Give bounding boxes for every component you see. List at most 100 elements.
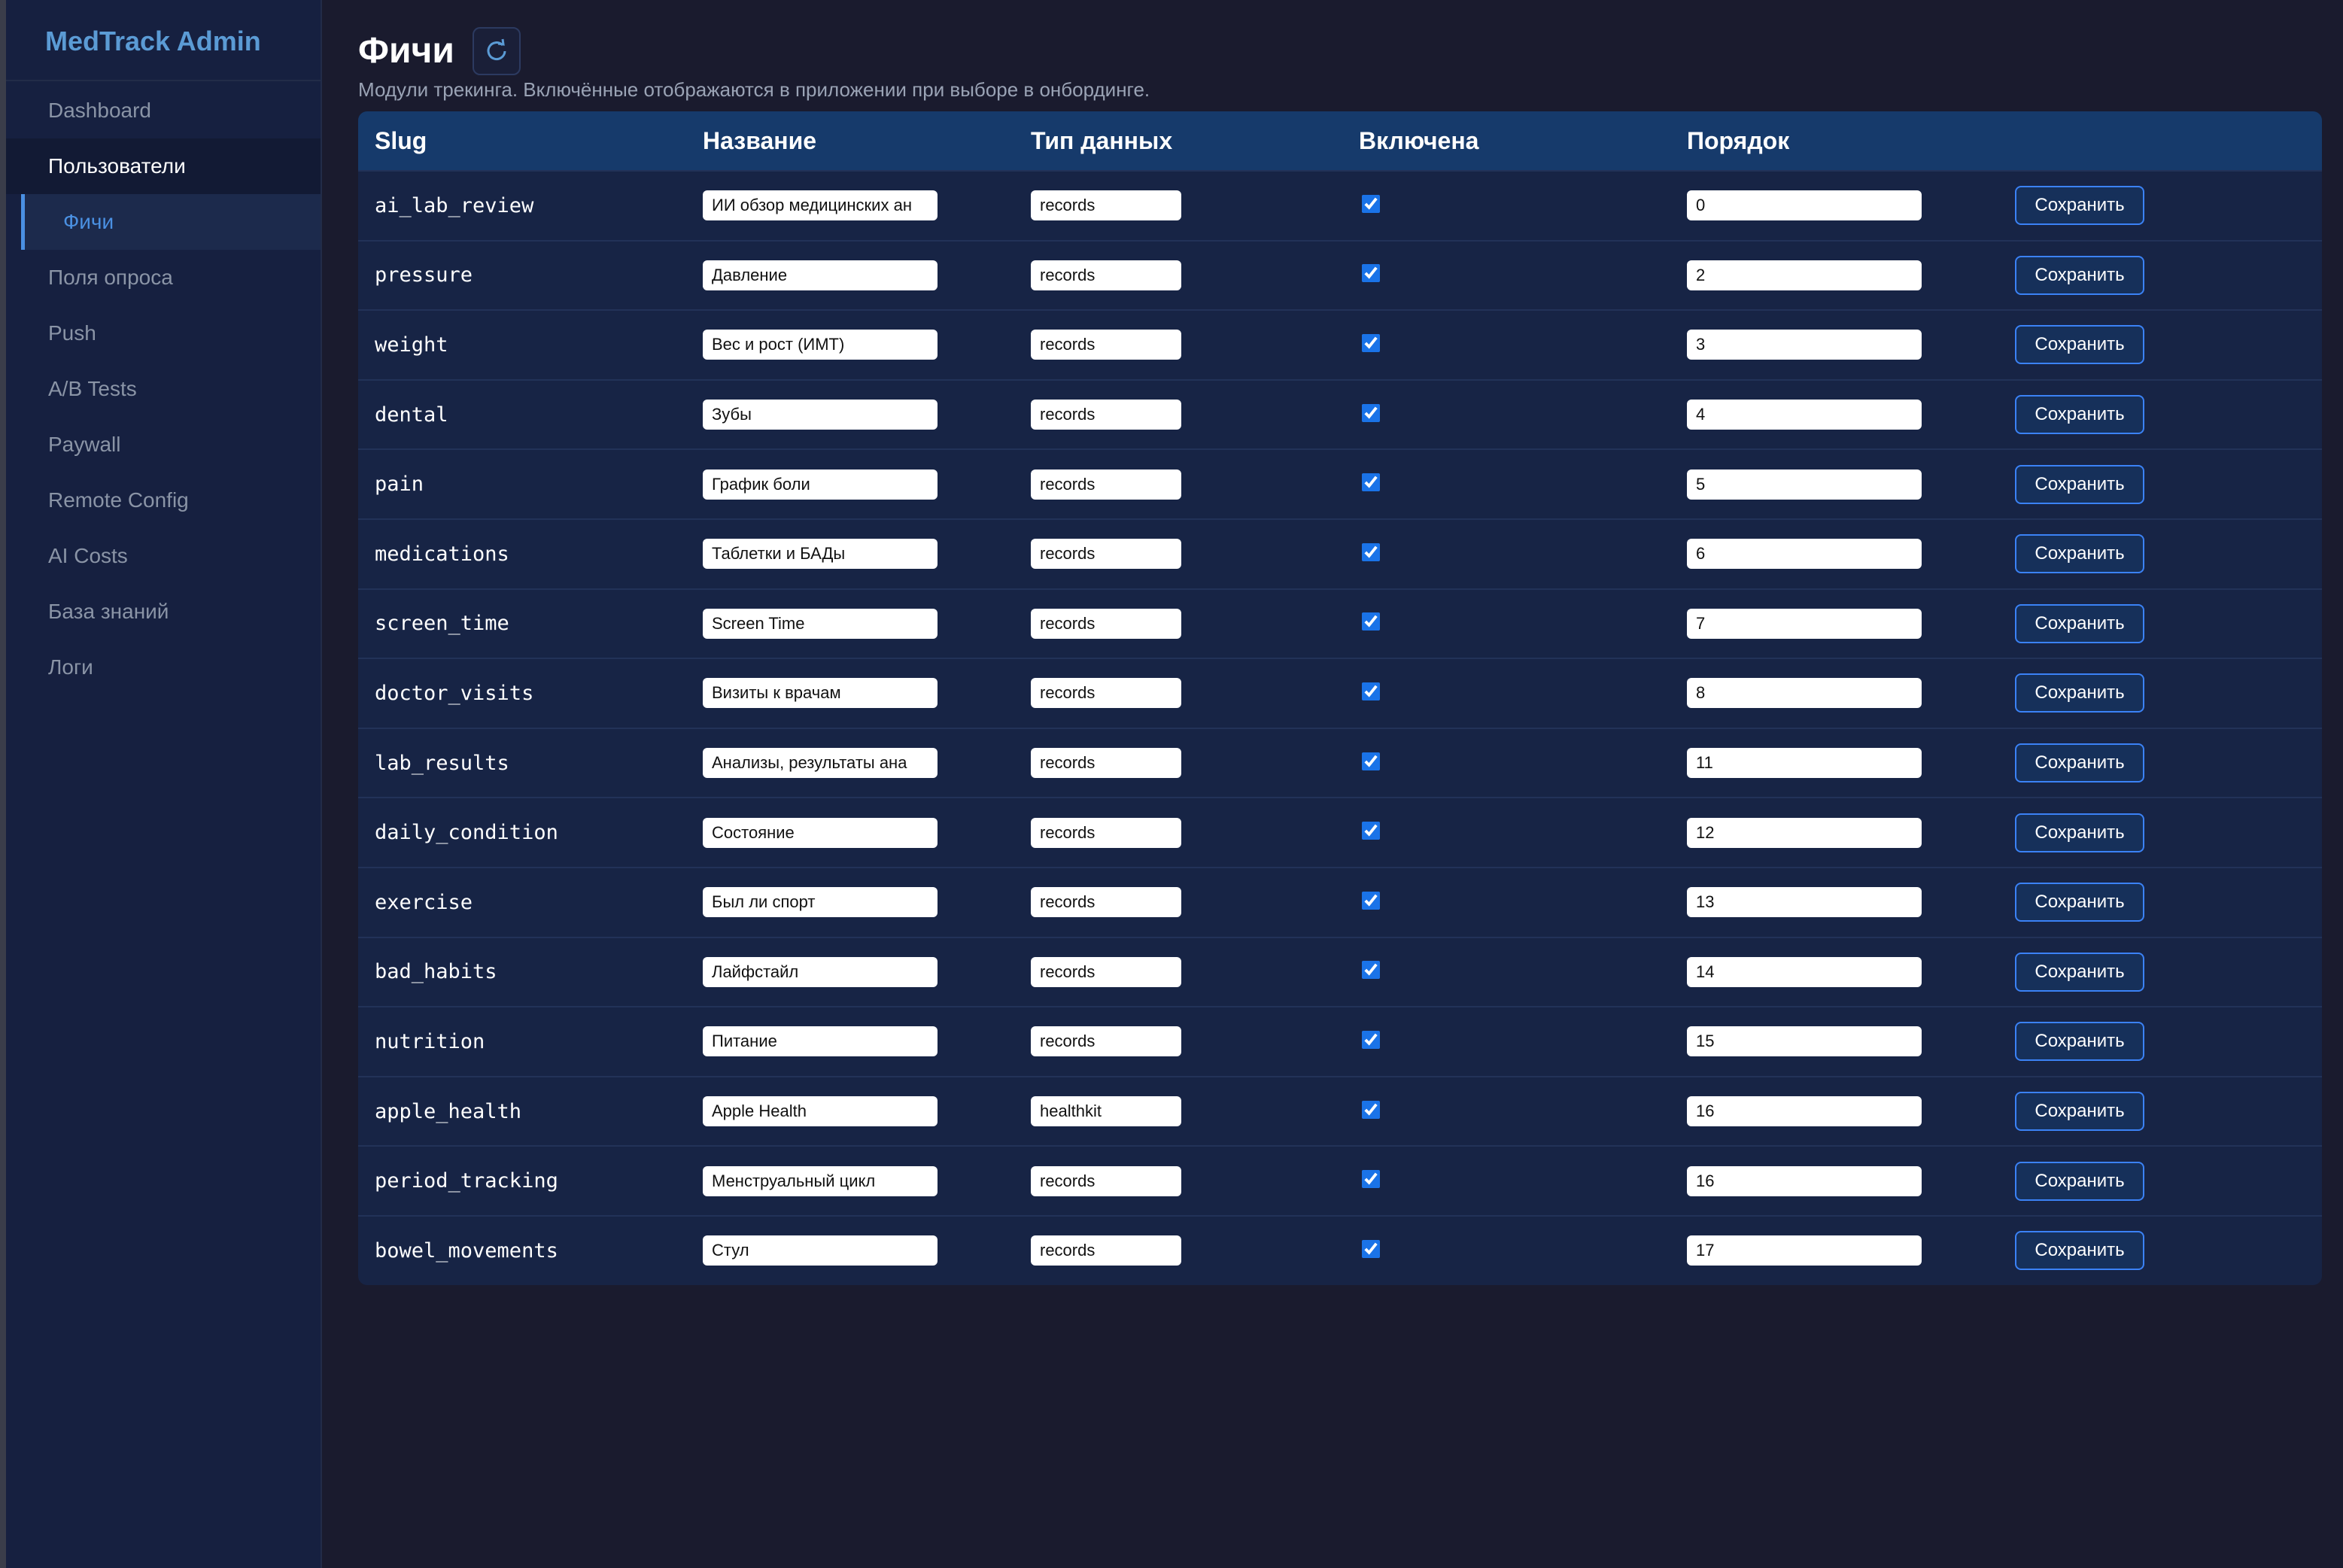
nav-item[interactable]: Поля опроса [48,266,173,289]
name-input[interactable] [703,1096,938,1127]
enabled-cell [1359,752,1687,774]
order-input[interactable] [1687,539,1922,570]
type-input[interactable] [1031,1026,1181,1057]
enabled-checkbox[interactable] [1362,612,1380,631]
order-input[interactable] [1687,260,1922,290]
slug: apple_health [375,1099,522,1123]
order-input[interactable] [1687,678,1922,709]
save-button[interactable]: Сохранить [2015,1022,2144,1062]
type-cell [1031,817,1359,848]
type-input[interactable] [1031,1096,1181,1127]
enabled-checkbox[interactable] [1362,333,1380,352]
type-input[interactable] [1031,539,1181,570]
order-input[interactable] [1687,887,1922,918]
save-button[interactable]: Сохранить [2015,464,2144,504]
nav-item[interactable]: Логи [48,655,93,679]
name-input[interactable] [703,748,938,779]
enabled-checkbox[interactable] [1362,682,1380,700]
type-input[interactable] [1031,956,1181,987]
name-input[interactable] [703,1165,938,1196]
save-button[interactable]: Сохранить [2015,813,2144,852]
type-input[interactable] [1031,190,1181,221]
nav-item[interactable]: A/B Tests [48,377,137,400]
order-input[interactable] [1687,956,1922,987]
order-input[interactable] [1687,608,1922,639]
nav-item[interactable]: Remote Config [48,488,189,512]
type-input[interactable] [1031,330,1181,360]
type-input[interactable] [1031,608,1181,639]
name-input[interactable] [703,1235,938,1266]
type-input[interactable] [1031,400,1181,430]
order-input[interactable] [1687,400,1922,430]
type-input[interactable] [1031,678,1181,709]
name-input[interactable] [703,817,938,848]
column-header: Slug [375,126,427,154]
enabled-checkbox[interactable] [1362,403,1380,422]
name-input[interactable] [703,260,938,290]
enabled-checkbox[interactable] [1362,752,1380,770]
name-input[interactable] [703,539,938,570]
save-button[interactable]: Сохранить [2015,743,2144,783]
slug: doctor_visits [375,681,534,705]
type-input[interactable] [1031,260,1181,290]
save-button[interactable]: Сохранить [2015,395,2144,435]
name-input[interactable] [703,887,938,918]
save-button[interactable]: Сохранить [2015,883,2144,922]
order-input[interactable] [1687,1096,1922,1127]
nav-item[interactable]: Dashboard [48,99,151,122]
name-input[interactable] [703,678,938,709]
name-input[interactable] [703,190,938,221]
nav-item[interactable]: Paywall [48,433,121,456]
save-button[interactable]: Сохранить [2015,325,2144,365]
enabled-checkbox[interactable] [1362,264,1380,283]
save-button[interactable]: Сохранить [2015,1231,2144,1271]
type-input[interactable] [1031,748,1181,779]
enabled-checkbox[interactable] [1362,1100,1380,1119]
enabled-checkbox[interactable] [1362,542,1380,561]
type-input[interactable] [1031,1235,1181,1266]
save-button[interactable]: Сохранить [2015,534,2144,574]
order-input[interactable] [1687,748,1922,779]
save-button[interactable]: Сохранить [2015,255,2144,295]
type-input[interactable] [1031,887,1181,918]
enabled-checkbox[interactable] [1362,822,1380,840]
nav-item[interactable]: AI Costs [48,544,128,567]
nav-item[interactable]: Пользователи [6,138,321,194]
save-button[interactable]: Сохранить [2015,673,2144,713]
nav-item[interactable]: Push [48,321,96,345]
save-button[interactable]: Сохранить [2015,186,2144,226]
order-input[interactable] [1687,817,1922,848]
enabled-checkbox[interactable] [1362,1030,1380,1049]
enabled-cell [1359,682,1687,704]
name-input[interactable] [703,956,938,987]
name-input[interactable] [703,608,938,639]
enabled-checkbox[interactable] [1362,473,1380,492]
save-button[interactable]: Сохранить [2015,1161,2144,1201]
order-input[interactable] [1687,190,1922,221]
enabled-checkbox[interactable] [1362,1239,1380,1258]
order-input[interactable] [1687,330,1922,360]
enabled-checkbox[interactable] [1362,891,1380,910]
order-input[interactable] [1687,1026,1922,1057]
name-input[interactable] [703,469,938,500]
order-input[interactable] [1687,1235,1922,1266]
refresh-button[interactable] [473,27,521,75]
save-button[interactable]: Сохранить [2015,952,2144,992]
save-button[interactable]: Сохранить [2015,603,2144,643]
enabled-checkbox[interactable] [1362,194,1380,213]
order-input[interactable] [1687,1165,1922,1196]
sidebar: MedTrack Admin Dashboard Пользователи Фичи… [0,0,322,1568]
name-input[interactable] [703,400,938,430]
type-input[interactable] [1031,1165,1181,1196]
nav-item[interactable]: База знаний [48,600,169,623]
order-input[interactable] [1687,469,1922,500]
save-button[interactable]: Сохранить [2015,1092,2144,1132]
name-input[interactable] [703,330,938,360]
nav-item[interactable]: Фичи [21,194,321,250]
enabled-cell [1359,264,1687,286]
type-input[interactable] [1031,817,1181,848]
enabled-checkbox[interactable] [1362,1170,1380,1189]
enabled-checkbox[interactable] [1362,961,1380,980]
name-input[interactable] [703,1026,938,1057]
type-input[interactable] [1031,469,1181,500]
